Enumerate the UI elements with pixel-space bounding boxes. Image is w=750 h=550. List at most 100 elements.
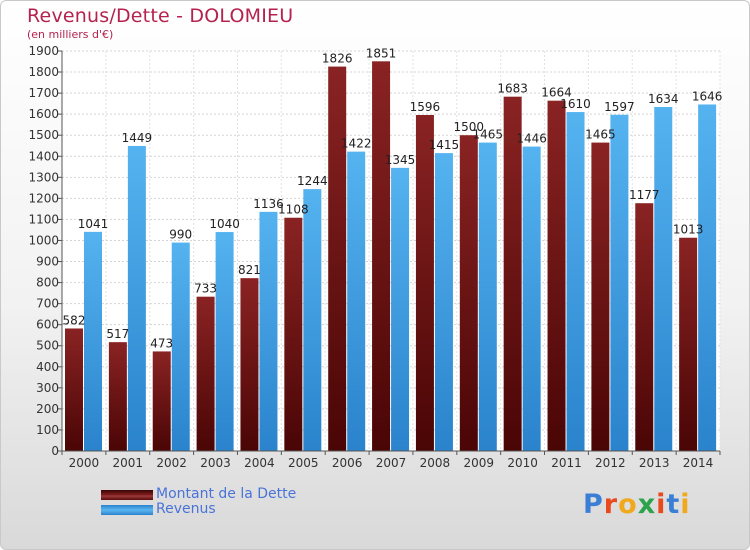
- debt-value-label: 582: [63, 313, 86, 327]
- x-tick-label: 2011: [551, 456, 582, 470]
- debt-bar: [65, 328, 83, 451]
- debt-value-label: 1108: [278, 203, 309, 217]
- y-tick-label: 1400: [28, 149, 59, 163]
- legend-swatch-dette: [101, 490, 153, 500]
- revenue-bar: [391, 167, 410, 451]
- revenue-bar: [434, 153, 453, 451]
- debt-value-label: 1177: [629, 188, 660, 202]
- y-tick-label: 1200: [28, 191, 59, 205]
- revenue-value-label: 990: [169, 228, 192, 242]
- y-tick-label: 100: [36, 423, 59, 437]
- y-tick-label: 400: [36, 360, 59, 374]
- revenue-value-label: 1345: [385, 153, 416, 167]
- x-tick-label: 2000: [69, 456, 100, 470]
- logo-letter: i: [656, 489, 667, 520]
- revenue-bar: [610, 114, 629, 451]
- debt-bar: [372, 61, 391, 451]
- revenue-bar: [259, 211, 278, 451]
- revenue-value-label: 1415: [429, 138, 460, 152]
- logo-letter: P: [583, 489, 604, 520]
- revenue-bar: [347, 151, 366, 451]
- debt-bar: [196, 296, 215, 451]
- y-tick-label: 0: [51, 444, 59, 458]
- x-tick-label: 2006: [332, 456, 363, 470]
- debt-value-label: 473: [150, 336, 173, 350]
- legend-swatch-revenus: [101, 505, 153, 515]
- revenue-bar: [522, 146, 541, 451]
- logo-letter: o: [618, 489, 638, 520]
- debt-value-label: 821: [238, 263, 261, 277]
- revenue-value-label: 1136: [253, 197, 284, 211]
- revenue-value-label: 1465: [473, 128, 504, 142]
- revenue-value-label: 1449: [122, 131, 153, 145]
- x-tick-label: 2002: [156, 456, 187, 470]
- debt-bar: [284, 217, 303, 451]
- x-tick-label: 2012: [595, 456, 626, 470]
- debt-bar: [152, 351, 171, 451]
- debt-bar: [328, 66, 347, 451]
- revenue-value-label: 1040: [209, 217, 240, 231]
- revenue-value-label: 1446: [516, 132, 547, 146]
- legend-label-dette: Montant de la Dette: [156, 486, 297, 502]
- y-tick-label: 1500: [28, 128, 59, 142]
- x-tick-label: 2003: [200, 456, 231, 470]
- revenue-value-label: 1634: [648, 92, 679, 106]
- y-tick-label: 300: [36, 381, 59, 395]
- debt-value-label: 1013: [673, 223, 704, 237]
- revenue-value-label: 1610: [560, 97, 591, 111]
- revenue-bar: [127, 145, 146, 451]
- revenue-bar: [171, 242, 190, 451]
- y-tick-label: 1900: [28, 44, 59, 58]
- plot-area: [62, 51, 720, 451]
- y-tick-label: 1100: [28, 212, 59, 226]
- y-tick-label: 500: [36, 339, 59, 353]
- x-tick-label: 2009: [463, 456, 494, 470]
- debt-bar: [415, 115, 434, 451]
- logo-letter: i: [680, 489, 691, 520]
- revenue-bar: [478, 142, 497, 451]
- x-tick-label: 2004: [244, 456, 275, 470]
- debt-value-label: 517: [106, 327, 129, 341]
- y-tick-label: 1700: [28, 86, 59, 100]
- y-tick-label: 700: [36, 297, 59, 311]
- y-tick-label: 900: [36, 255, 59, 269]
- logo-letter: r: [603, 489, 619, 520]
- chart-title: Revenus/Dette - DOLOMIEU: [27, 5, 294, 27]
- revenue-bar: [215, 232, 234, 451]
- debt-bar: [591, 142, 610, 451]
- x-tick-label: 2010: [507, 456, 538, 470]
- revenue-value-label: 1646: [692, 89, 723, 103]
- x-tick-label: 2005: [288, 456, 319, 470]
- revenue-bar: [654, 107, 673, 451]
- revenue-bar: [84, 231, 102, 451]
- logo-letter: t: [666, 489, 681, 520]
- debt-bar: [503, 96, 522, 452]
- debt-value-label: 1683: [497, 82, 528, 96]
- x-tick-label: 2001: [113, 456, 144, 470]
- y-tick-label: 200: [36, 402, 59, 416]
- proxiti-logo: Proxiti: [583, 489, 691, 520]
- debt-bar: [459, 135, 478, 452]
- revenue-bar: [303, 189, 322, 451]
- y-tick-label: 1000: [28, 233, 59, 247]
- revenue-value-label: 1041: [78, 217, 109, 231]
- revenue-value-label: 1244: [297, 174, 328, 188]
- revenue-value-label: 1422: [341, 137, 372, 151]
- debt-value-label: 1465: [585, 128, 616, 142]
- revenue-value-label: 1597: [604, 100, 635, 114]
- chart-subtitle: (en milliers d'€): [27, 28, 114, 41]
- x-tick-label: 2013: [639, 456, 670, 470]
- debt-value-label: 733: [194, 282, 217, 296]
- y-tick-label: 800: [36, 276, 59, 290]
- revenue-bar: [566, 112, 585, 451]
- x-tick-label: 2014: [683, 456, 714, 470]
- y-tick-label: 600: [36, 318, 59, 332]
- debt-bar: [679, 237, 698, 451]
- logo-letter: x: [637, 489, 657, 520]
- y-tick-label: 1600: [28, 107, 59, 121]
- debt-value-label: 1500: [454, 120, 485, 134]
- debt-value-label: 1826: [322, 52, 353, 66]
- revenue-bar: [698, 104, 717, 451]
